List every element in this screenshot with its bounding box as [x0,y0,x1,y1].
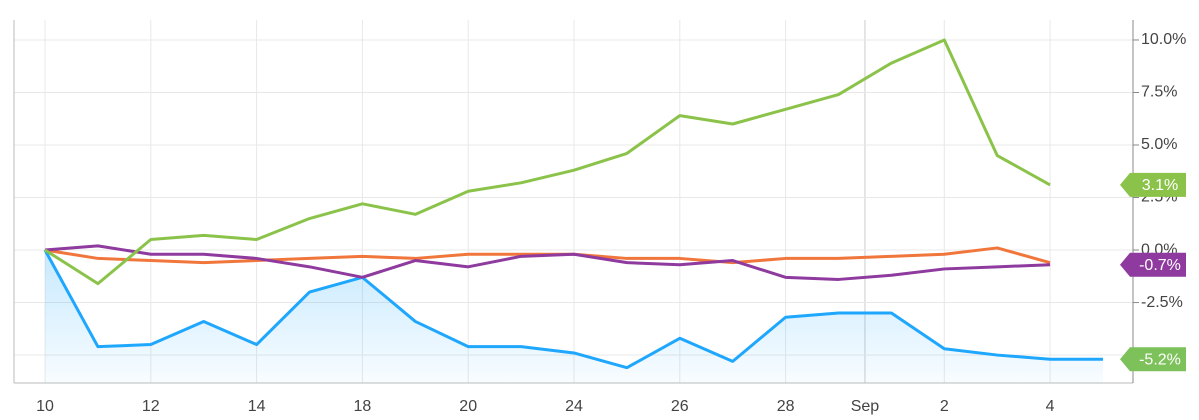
x-tick-label: 12 [142,398,160,415]
y-tick-label: 7.5% [1141,84,1177,101]
x-tick-label: 28 [777,398,795,415]
line [44,244,1051,281]
x-month-label: Sep [851,398,880,415]
line [43,249,1103,370]
x-tick-label: 10 [36,398,54,415]
value-label: 3.1% [1142,177,1178,194]
x-tick-label: 18 [354,398,372,415]
x-tick-label: 2 [940,398,949,415]
x-tick-label: 20 [459,398,477,415]
y-tick-label: 10.0% [1141,31,1186,48]
y-tick-label: -2.5% [1141,294,1183,311]
area [45,250,1103,383]
line [44,38,1051,286]
value-label: -5.2% [1139,351,1181,368]
x-tick-label: 14 [248,398,266,415]
x-tick-label: 26 [671,398,689,415]
value-badge [1120,252,1186,277]
y-tick-label: 5.0% [1141,136,1177,153]
value-badge [1120,172,1186,197]
x-tick-label: 4 [1046,398,1055,415]
value-badge [1120,347,1186,372]
plot [43,38,1103,383]
x-tick-label: 24 [565,398,583,415]
value-label: -0.7% [1139,257,1181,274]
